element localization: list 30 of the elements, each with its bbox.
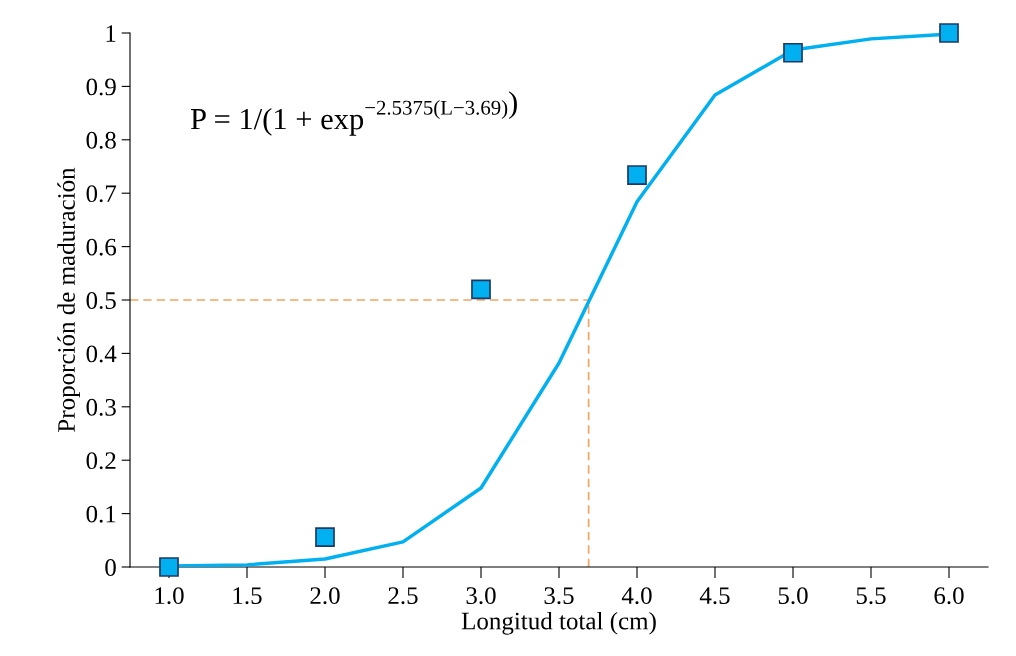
x-tick-label: 5.0: [778, 587, 808, 605]
x-tick-label: 4.5: [699, 587, 730, 605]
x-tick-label: 3.0: [466, 587, 496, 605]
x-tick-label: 4.0: [621, 587, 652, 605]
point: [627, 165, 647, 185]
y-tick-label: 0: [105, 559, 116, 576]
x-tick-label: 5.5: [856, 587, 886, 605]
y-tick-label: 0.7: [86, 185, 117, 203]
x-tick-label: 3.5: [544, 587, 574, 605]
point: [159, 557, 179, 577]
y-tick-label: 0.9: [86, 78, 116, 96]
x-tick-label: 6.0: [934, 587, 964, 605]
y-tick-label: 0.2: [86, 452, 116, 470]
y-tick-label: 0.6: [86, 238, 117, 256]
y-tick-label: 0.1: [86, 505, 116, 523]
y-axis-title: Proporción de maduración: [57, 167, 80, 432]
y-tick-label: 1: [106, 25, 116, 42]
x-tick-label: 1.5: [233, 587, 262, 605]
y-tick-label: 0.5: [86, 292, 116, 310]
point: [783, 42, 803, 63]
y-tick-label: 0.4: [86, 345, 117, 363]
point: [471, 279, 491, 300]
x-tick-label: 2.0: [310, 587, 340, 605]
point: [315, 527, 335, 547]
point: [939, 23, 959, 43]
y-tick-label: 0.8: [86, 131, 116, 149]
x-axis-title: Longitud total (cm): [461, 611, 656, 635]
x-tick-label: 1.0: [155, 587, 184, 605]
x-tick-label: 2.5: [388, 587, 418, 605]
y-tick-label: 0.3: [86, 398, 116, 416]
